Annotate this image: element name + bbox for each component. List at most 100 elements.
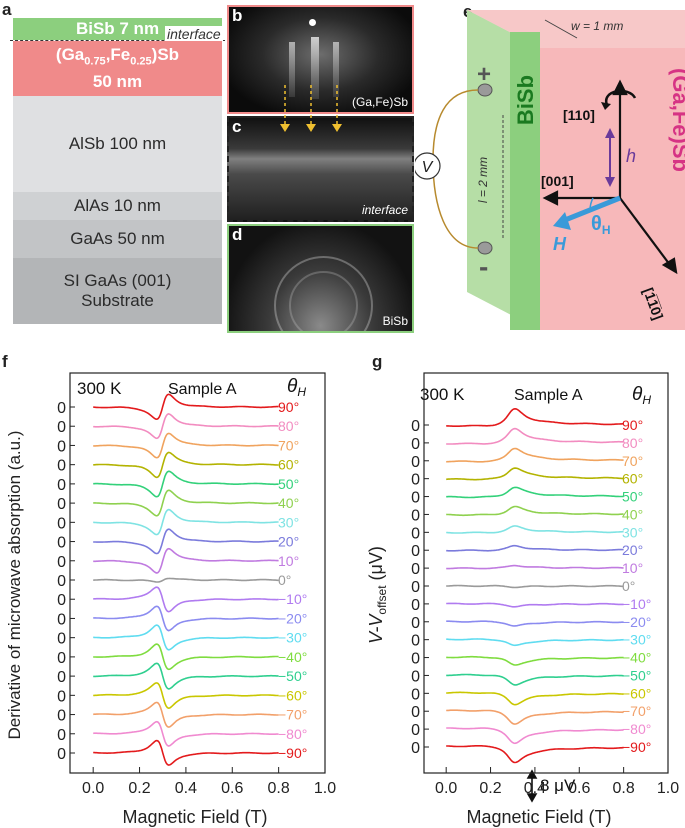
series-11: −20° 0: [57, 605, 307, 632]
series-line: [93, 643, 279, 671]
series-line: [93, 508, 279, 536]
series-8: 10° 0: [411, 560, 643, 578]
series-18: −90° 0: [411, 739, 651, 764]
rheed-ring: [289, 271, 358, 331]
panel-label-a: a: [2, 0, 12, 19]
x-tick-label: 0.2: [479, 780, 501, 797]
series-6: 30° 0: [411, 524, 643, 542]
arrowhead: [332, 124, 342, 132]
legend-entry: −60°: [622, 685, 651, 701]
zero-tick-label: 0: [411, 633, 420, 650]
rheed-image-c: interface: [227, 116, 414, 222]
series-line: [446, 745, 624, 764]
chart-f-ylabel: Derivative of microwave absorption (a.u.…: [5, 431, 24, 740]
layer-substrate-line2: Substrate: [81, 291, 154, 310]
series-line: [446, 655, 624, 666]
series-line: [446, 447, 624, 463]
series-16: −70° 0: [57, 701, 307, 728]
series-15: −60° 0: [57, 682, 307, 710]
zero-tick-label: 0: [57, 496, 66, 513]
series-line: [446, 602, 624, 608]
chart-g-scale-bar: 8 μV: [540, 776, 576, 795]
series-10: −10° 0: [57, 586, 307, 613]
panel-label-c: c: [232, 117, 242, 136]
arrowhead: [306, 124, 316, 132]
series-14: −50° 0: [411, 667, 651, 686]
series-13: −40° 0: [57, 643, 307, 671]
zero-tick-label: 0: [57, 515, 66, 532]
layer-alsb: AlSb 100 nm: [13, 96, 222, 192]
zero-tick-label: 0: [57, 573, 66, 590]
series-6: 30° 0: [57, 508, 299, 536]
zero-tick-label: 0: [411, 507, 420, 524]
series-line: [446, 638, 624, 647]
chart-g-legend-title: θH: [632, 384, 651, 407]
panel-label-g: g: [372, 352, 383, 371]
x-tick-label: 0.0: [82, 780, 104, 797]
legend-entry: 60°: [278, 457, 299, 473]
legend-entry: −10°: [278, 591, 307, 607]
legend-entry: −10°: [622, 596, 651, 612]
zero-tick-label: 0: [57, 554, 66, 571]
zero-tick-label: 0: [57, 631, 66, 648]
series-15: −60° 0: [411, 685, 651, 706]
series-0: 90° 0: [57, 393, 299, 421]
zero-tick-label: 0: [57, 669, 66, 686]
bisb-front-face: [510, 32, 540, 330]
zero-tick-label: 0: [411, 454, 420, 471]
x-tick-label: 0.8: [613, 780, 635, 797]
layer-alsb-label: AlSb 100 nm: [68, 134, 167, 153]
series-line: [446, 727, 624, 745]
layer-gafesb: (Ga0.75,Fe0.25)Sb 50 nm: [13, 41, 222, 96]
series-9: 0° 0: [411, 578, 635, 596]
legend-entry: 10°: [278, 553, 299, 569]
rheed-b-caption: (Ga,Fe)Sb: [351, 95, 408, 109]
legend-entry: −30°: [278, 630, 307, 646]
rheed-c-caption: interface: [361, 203, 408, 217]
minus-sign: -: [479, 251, 488, 282]
H-label: H: [553, 234, 567, 254]
series-4: 50° 0: [57, 470, 299, 498]
series-line: [446, 584, 624, 589]
axis-1-10: [619, 197, 671, 266]
gafesb-label: (Ga,Fe)Sb: [668, 68, 685, 172]
series-line: [93, 605, 279, 632]
rheed-streak: [311, 37, 319, 99]
x-tick-label: 0.0: [435, 780, 457, 797]
series-line: [446, 709, 624, 725]
zero-tick-label: 0: [57, 650, 66, 667]
plot-frame: [423, 372, 669, 774]
legend-entry: 90°: [622, 417, 643, 433]
x-tick-label: 0.8: [268, 780, 290, 797]
voltmeter-circle: [415, 152, 441, 180]
series-4: 50° 0: [411, 486, 643, 507]
legend-entry: 90°: [278, 399, 299, 415]
zero-tick-label: 0: [57, 708, 66, 725]
x-tick-label: 0.2: [128, 780, 150, 797]
x-tick-label: 0.4: [524, 780, 546, 797]
dir-110-label: [110]: [563, 107, 595, 123]
series-line: [446, 691, 624, 706]
zero-tick-label: 0: [57, 727, 66, 744]
chart-f: Derivative of microwave absorption (a.u.…: [5, 372, 336, 827]
rheed-image-b: (Ga,Fe)Sb: [227, 5, 414, 114]
layer-alas-label: AlAs 10 nm: [74, 196, 161, 215]
legend-entry: −90°: [622, 739, 651, 755]
series-9: 0° 0: [57, 572, 291, 590]
bisb-label: BiSb: [513, 75, 538, 125]
legend-entry: −40°: [622, 650, 651, 666]
series-line: [93, 577, 279, 583]
legend-entry: −30°: [622, 632, 651, 648]
series-line: [93, 432, 279, 459]
series-17: −80° 0: [57, 720, 307, 747]
chart-g-ylabel: V-Voffset (μV): [366, 546, 389, 644]
rheed-specular-spot: [309, 19, 316, 26]
width-label: w = 1 mm: [571, 19, 623, 33]
series-5: 40° 0: [411, 505, 643, 524]
legend-entry: −90°: [278, 745, 307, 761]
rheed-streak: [289, 42, 295, 97]
chart-g-xlabel: Magnetic Field (T): [466, 807, 611, 827]
series-line: [446, 505, 624, 517]
series-3: 60° 0: [411, 467, 643, 489]
interface-dashed-line: [10, 40, 225, 41]
